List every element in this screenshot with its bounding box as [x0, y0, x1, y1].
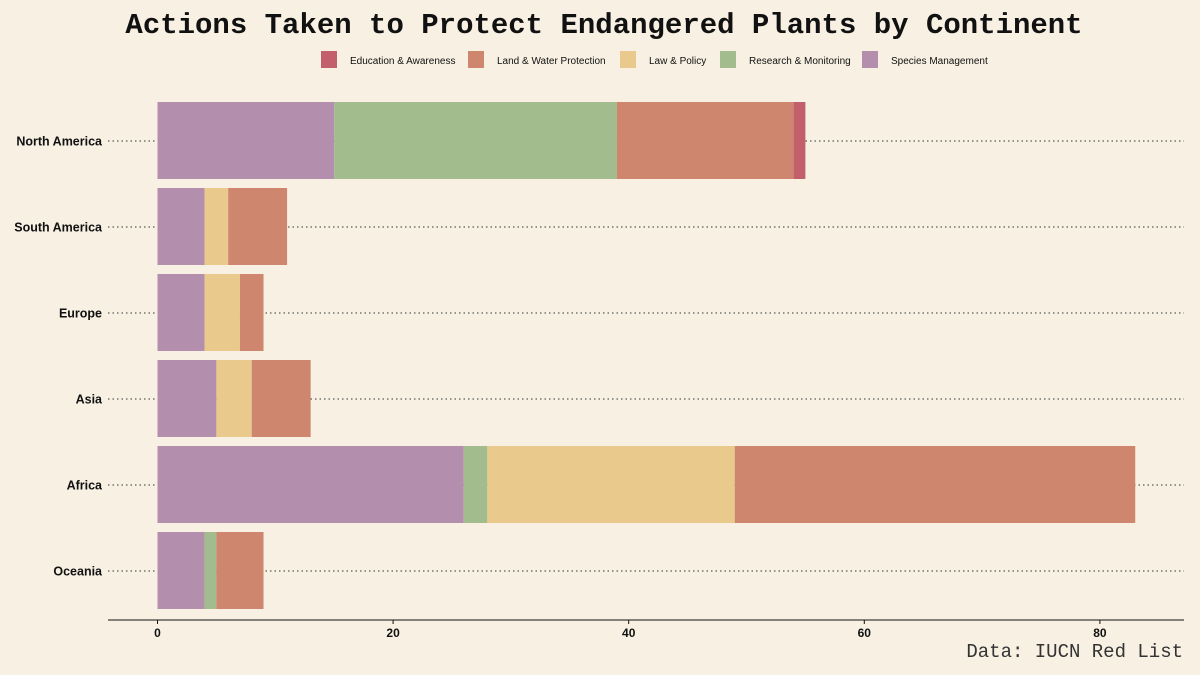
category-labels: North America South America Europe Asia Afri…: [14, 135, 103, 579]
legend-label-species-management: Species Management: [891, 56, 988, 67]
bar-north-america-land-and-water-protection: [616, 102, 794, 179]
bar-south-america-species-management: [157, 188, 205, 265]
bar-africa-species-management: [157, 446, 464, 523]
bar-asia-law-and-policy: [216, 360, 252, 437]
legend-label-education-and-awareness: Education & Awareness: [350, 56, 455, 67]
bar-africa-law-and-policy: [487, 446, 735, 523]
x-tick-label-0: 0: [154, 626, 161, 640]
category-label-asia: Asia: [76, 393, 103, 407]
legend-label-research-and-monitoring: Research & Monitoring: [749, 56, 851, 67]
legend-label-land-and-water-protection: Land & Water Protection: [497, 56, 606, 67]
bar-africa-research-and-monitoring: [463, 446, 488, 523]
bar-south-america-land-and-water-protection: [228, 188, 288, 265]
bar-europe-species-management: [157, 274, 205, 351]
bar-oceania-species-management: [157, 532, 205, 609]
bar-asia-land-and-water-protection: [251, 360, 311, 437]
x-tick-label-40: 40: [622, 626, 636, 640]
bar-north-america-species-management: [157, 102, 335, 179]
legend-swatch-education-and-awareness: [321, 51, 337, 68]
data-source-caption: Data: IUCN Red List: [966, 641, 1183, 663]
bar-north-america-education-and-awareness: [793, 102, 806, 179]
x-tick-label-60: 60: [858, 626, 872, 640]
category-label-south-america: South America: [14, 221, 103, 235]
legend-label-law-and-policy: Law & Policy: [649, 56, 706, 67]
x-tick-label-20: 20: [386, 626, 400, 640]
category-label-north-america: North America: [16, 135, 103, 149]
legend-swatch-species-management: [862, 51, 878, 68]
legend-swatch-land-and-water-protection: [468, 51, 484, 68]
x-tick-label-80: 80: [1093, 626, 1107, 640]
legend: Education & Awareness Land & Water Protec…: [321, 51, 988, 68]
bar-oceania-research-and-monitoring: [204, 532, 217, 609]
bar-europe-land-and-water-protection: [239, 274, 264, 351]
bar-africa-land-and-water-protection: [734, 446, 1136, 523]
bar-oceania-land-and-water-protection: [216, 532, 264, 609]
category-label-europe: Europe: [59, 307, 102, 321]
bar-asia-species-management: [157, 360, 217, 437]
category-label-oceania: Oceania: [53, 565, 103, 579]
bar-europe-law-and-policy: [204, 274, 240, 351]
bar-north-america-research-and-monitoring: [334, 102, 617, 179]
chart-title: Actions Taken to Protect Endangered Plan…: [125, 9, 1082, 42]
bar-south-america-law-and-policy: [204, 188, 229, 265]
bars: [157, 102, 1136, 609]
legend-swatch-law-and-policy: [620, 51, 636, 68]
legend-swatch-research-and-monitoring: [720, 51, 736, 68]
x-axis-ticks: 0 20 40 60 80: [154, 620, 1107, 640]
category-label-africa: Africa: [67, 479, 103, 493]
